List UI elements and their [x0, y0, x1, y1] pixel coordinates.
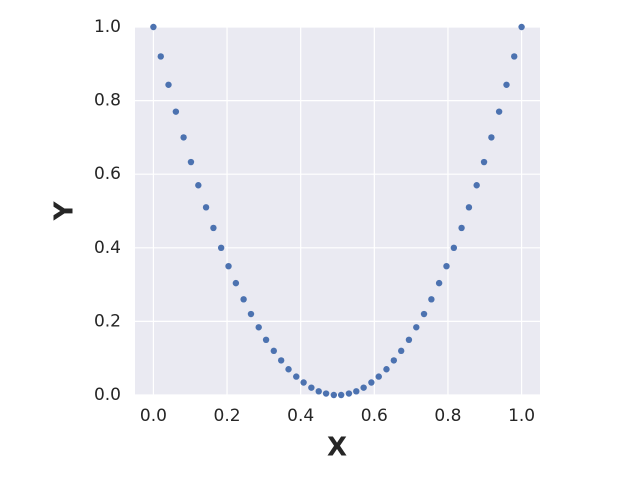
point — [337, 391, 345, 399]
point — [157, 53, 164, 60]
y-tick-label: 0.6 — [94, 164, 121, 184]
point — [390, 357, 398, 364]
point — [202, 204, 210, 211]
point — [285, 366, 292, 373]
point — [180, 134, 187, 141]
point — [443, 263, 450, 270]
point — [368, 379, 375, 386]
x-tick-label: 0.2 — [214, 406, 241, 426]
point — [413, 324, 420, 331]
point — [473, 182, 480, 189]
point — [300, 379, 307, 386]
point — [518, 23, 525, 31]
point — [225, 263, 232, 270]
x-tick-label: 0.8 — [434, 406, 461, 426]
point — [375, 373, 382, 380]
point — [262, 336, 270, 343]
point — [503, 81, 510, 88]
point — [383, 366, 390, 373]
point — [495, 108, 503, 115]
y-tick-label: 0.4 — [94, 238, 121, 258]
point — [480, 158, 488, 166]
point — [247, 310, 255, 318]
point — [488, 134, 495, 141]
point — [217, 244, 225, 251]
x-tick-label: 0.4 — [287, 406, 314, 426]
point — [210, 224, 217, 232]
point — [360, 384, 367, 391]
y-tick-label: 0.8 — [94, 91, 121, 111]
point — [150, 23, 157, 31]
y-tick-label: 1.0 — [94, 17, 121, 37]
point — [435, 279, 443, 287]
point — [293, 373, 300, 380]
point — [232, 279, 240, 287]
y-tick-label: 0.2 — [94, 311, 121, 331]
point — [187, 158, 195, 166]
x-tick-label: 0.0 — [140, 406, 167, 426]
point — [450, 244, 458, 251]
point — [172, 108, 180, 115]
x-tick-label: 1.0 — [508, 406, 535, 426]
point — [270, 347, 278, 355]
point — [345, 390, 353, 397]
point — [322, 390, 330, 397]
point — [465, 204, 473, 211]
point — [353, 388, 360, 395]
point — [195, 182, 202, 189]
point — [405, 336, 413, 343]
point — [420, 310, 428, 318]
point — [165, 81, 172, 88]
point — [458, 224, 465, 232]
point — [308, 384, 315, 391]
x-axis-label: X — [327, 433, 347, 463]
plot-area — [135, 27, 540, 395]
point — [397, 347, 405, 355]
y-tick-label: 0.0 — [94, 385, 121, 405]
x-tick-label: 0.6 — [361, 406, 388, 426]
point — [277, 357, 285, 364]
point — [428, 296, 435, 303]
point — [255, 324, 262, 331]
y-axis-label: Y — [50, 200, 80, 221]
point — [511, 53, 518, 60]
point — [315, 388, 322, 395]
point — [330, 391, 338, 399]
point — [240, 296, 247, 303]
